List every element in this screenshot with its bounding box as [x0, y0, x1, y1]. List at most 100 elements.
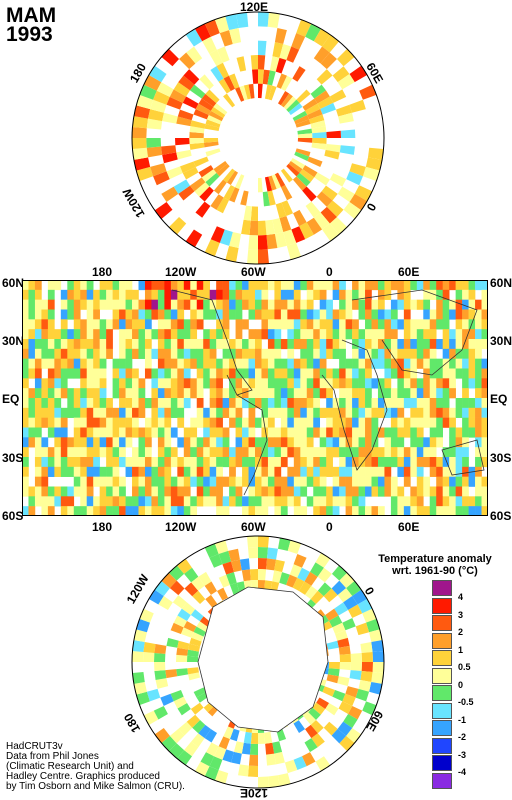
anomaly-cell	[377, 476, 385, 487]
anomaly-cell	[468, 280, 476, 291]
anomaly-cell	[475, 368, 482, 379]
anomaly-cell	[329, 216, 348, 235]
anomaly-cell	[468, 476, 476, 487]
anomaly-cell	[250, 732, 258, 744]
anomaly-cell	[60, 289, 68, 300]
anomaly-cell	[274, 506, 282, 516]
anomaly-cell	[155, 678, 169, 689]
anomaly-cell	[410, 466, 418, 477]
anomaly-cell	[371, 640, 384, 652]
anomaly-cell	[112, 309, 120, 320]
anomaly-cell	[93, 368, 100, 379]
legend-label: 2	[458, 627, 464, 637]
anomaly-cell	[177, 348, 185, 359]
anomaly-cell	[348, 604, 363, 619]
anomaly-cell	[28, 358, 36, 369]
anomaly-cell	[462, 486, 469, 497]
anomaly-cell	[397, 339, 405, 350]
anomaly-cell	[249, 743, 258, 755]
anomaly-cell	[403, 457, 411, 468]
anomaly-cell	[195, 103, 211, 116]
anomaly-cell	[243, 205, 253, 221]
anomaly-cell	[258, 40, 267, 56]
anomaly-cell	[210, 226, 225, 243]
anomaly-cell	[429, 398, 437, 409]
anomaly-cell	[144, 437, 152, 448]
anomaly-cell	[462, 398, 469, 409]
anomaly-cell	[442, 407, 450, 418]
anomaly-cell	[138, 476, 146, 487]
anomaly-cell	[161, 735, 177, 752]
anomaly-cell	[241, 742, 251, 755]
anomaly-cell	[313, 476, 321, 487]
anomaly-cell	[258, 220, 267, 236]
anomaly-cell	[47, 447, 55, 458]
anomaly-cell	[243, 84, 252, 100]
anomaly-cell	[475, 447, 482, 458]
anomaly-cell	[80, 388, 88, 399]
anomaly-cell	[293, 466, 301, 477]
anomaly-cell	[365, 476, 372, 487]
anomaly-cell	[261, 309, 269, 320]
anomaly-cell	[183, 496, 191, 507]
anomaly-cell	[151, 496, 159, 507]
anomaly-cell	[442, 476, 450, 487]
anomaly-cell	[184, 567, 199, 583]
anomaly-cell	[468, 496, 476, 507]
anomaly-cell	[153, 705, 168, 720]
anomaly-cell	[173, 615, 187, 628]
anomaly-cell	[154, 643, 167, 654]
anomaly-cell	[86, 309, 94, 320]
anomaly-cell	[208, 110, 224, 122]
anomaly-cell	[86, 407, 94, 418]
anomaly-cell	[280, 358, 288, 369]
anomaly-cell	[403, 466, 411, 477]
anomaly-cell	[93, 319, 100, 330]
anomaly-cell	[157, 319, 165, 330]
anomaly-cell	[287, 540, 302, 554]
anomaly-cell	[183, 427, 191, 438]
anomaly-cell	[157, 466, 165, 477]
anomaly-cell	[288, 160, 303, 173]
anomaly-cell	[22, 398, 29, 409]
anomaly-cell	[306, 427, 314, 438]
anomaly-cell	[416, 388, 424, 399]
anomaly-cell	[151, 368, 159, 379]
anomaly-cell	[384, 358, 392, 369]
anomaly-cell	[119, 417, 126, 428]
anomaly-cell	[112, 299, 120, 310]
anomaly-cell	[255, 398, 262, 409]
anomaly-cell	[277, 537, 291, 551]
anomaly-cell	[455, 329, 463, 340]
anomaly-cell	[125, 437, 133, 448]
anomaly-cell	[313, 417, 321, 428]
anomaly-cell	[475, 457, 482, 468]
anomaly-cell	[22, 358, 29, 369]
anomaly-cell	[255, 309, 262, 320]
anomaly-cell	[346, 727, 362, 743]
anomaly-cell	[416, 506, 424, 516]
anomaly-cell	[41, 398, 49, 409]
anomaly-cell	[397, 348, 405, 359]
anomaly-cell	[310, 120, 326, 129]
anomaly-cell	[442, 309, 450, 320]
anomaly-cell	[196, 358, 204, 369]
anomaly-cell	[28, 319, 36, 330]
anomaly-cell	[300, 398, 308, 409]
lat-label-60s-right: 60S	[490, 509, 512, 523]
anomaly-cell	[390, 476, 398, 487]
anomaly-cell	[73, 348, 81, 359]
anomaly-cell	[349, 670, 362, 681]
anomaly-cell	[358, 427, 366, 438]
anomaly-cell	[150, 99, 167, 113]
anomaly-cell	[293, 447, 301, 458]
anomaly-cell	[209, 339, 217, 350]
anomaly-cell	[195, 201, 211, 218]
anomaly-cell	[67, 280, 75, 291]
anomaly-cell	[416, 398, 424, 409]
anomaly-cell	[481, 280, 488, 291]
anomaly-cell	[242, 368, 249, 379]
anomaly-cell	[248, 398, 256, 409]
anomaly-cell	[86, 427, 94, 438]
anomaly-cell	[410, 427, 418, 438]
